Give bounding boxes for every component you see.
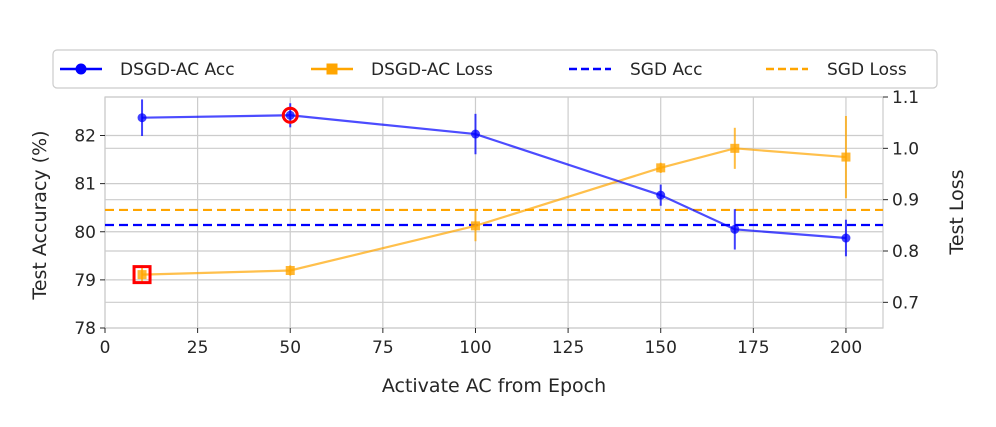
x-tick-label: 150 (644, 338, 676, 358)
y-left-tick-label: 78 (74, 319, 96, 339)
dsgd-ac-acc-best-marker (281, 106, 299, 124)
x-tick-label: 50 (279, 338, 301, 358)
y-right-axis-title: Test Loss (946, 169, 968, 255)
legend-item-sgd-loss: SGD Loss (766, 60, 907, 80)
x-tick-labels: 0 25 50 75 100 125 150 175 200 (100, 328, 862, 358)
legend-item-dsgd-ac-loss: DSGD-AC Loss (311, 60, 493, 80)
x-tick-label: 100 (459, 338, 491, 358)
dsgd-ac-loss-point (730, 143, 740, 153)
y-left-tick-label: 81 (74, 175, 96, 195)
y-left-tick-label: 82 (74, 127, 96, 147)
legend-label-sgd-loss: SGD Loss (827, 60, 907, 80)
dsgd-ac-loss-point (470, 221, 480, 231)
x-tick-label: 125 (552, 338, 584, 358)
legend-box (52, 49, 938, 89)
x-tick-label: 175 (737, 338, 769, 358)
y-right-tick-labels: 0.7 0.8 0.9 1.0 1.1 (883, 88, 919, 313)
y-left-tick-labels: 78 79 80 81 82 (74, 127, 105, 339)
series-layer (137, 99, 851, 284)
legend-item-dsgd-ac-acc: DSGD-AC Acc (60, 60, 235, 80)
y-right-tick-label: 0.8 (892, 242, 919, 262)
dsgd-ac-acc-line (142, 114, 847, 240)
x-tick-label: 0 (100, 338, 111, 358)
dsgd-ac-loss-point (137, 270, 147, 280)
legend-item-sgd-acc: SGD Acc (569, 60, 702, 80)
plot-frame (104, 96, 884, 329)
y-right-tick-label: 0.9 (892, 191, 919, 211)
x-tick-label: 75 (372, 338, 394, 358)
y-left-tick-label: 80 (74, 223, 96, 243)
highlight-layer (132, 106, 299, 285)
sgd-reference-lines (105, 208, 883, 227)
x-axis-title: Activate AC from Epoch (382, 375, 606, 397)
dsgd-ac-acc-point (841, 233, 851, 243)
y-left-tick-label: 79 (74, 271, 96, 291)
legend-label-sgd-acc: SGD Acc (630, 60, 702, 80)
dsgd-ac-acc-point (730, 224, 740, 234)
y-right-tick-label: 1.1 (892, 88, 919, 108)
dsgd-ac-acc-point (656, 190, 666, 200)
dsgd-ac-acc-point (470, 129, 480, 139)
grid-lines (104, 96, 883, 329)
y-right-tick-label: 0.7 (892, 293, 919, 313)
dsgd-ac-loss-point (285, 266, 295, 276)
dsgd-ac-acc-point (285, 110, 295, 120)
dsgd-ac-loss-line (142, 147, 847, 276)
dsgd-ac-loss-best-marker (132, 265, 152, 285)
legend-label-dsgd-ac-acc: DSGD-AC Acc (120, 60, 235, 80)
legend-label-dsgd-ac-loss: DSGD-AC Loss (371, 60, 493, 80)
y-right-tick-label: 1.0 (892, 139, 919, 159)
dsgd-ac-loss-point (841, 152, 851, 162)
x-tick-label: 25 (187, 338, 209, 358)
y-left-axis-title: Test Accuracy (%) (29, 130, 51, 300)
x-tick-label: 200 (830, 338, 862, 358)
dsgd-ac-loss-point (656, 163, 666, 173)
dsgd-ac-acc-point (137, 113, 147, 123)
legend: DSGD-AC Acc DSGD-AC Loss SGD Acc SGD Los… (52, 49, 938, 89)
